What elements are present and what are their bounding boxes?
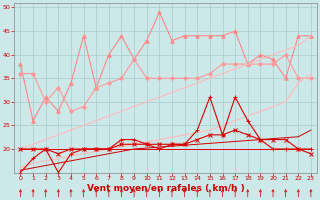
X-axis label: Vent moyen/en rafales ( km/h ): Vent moyen/en rafales ( km/h ) [87, 184, 244, 193]
